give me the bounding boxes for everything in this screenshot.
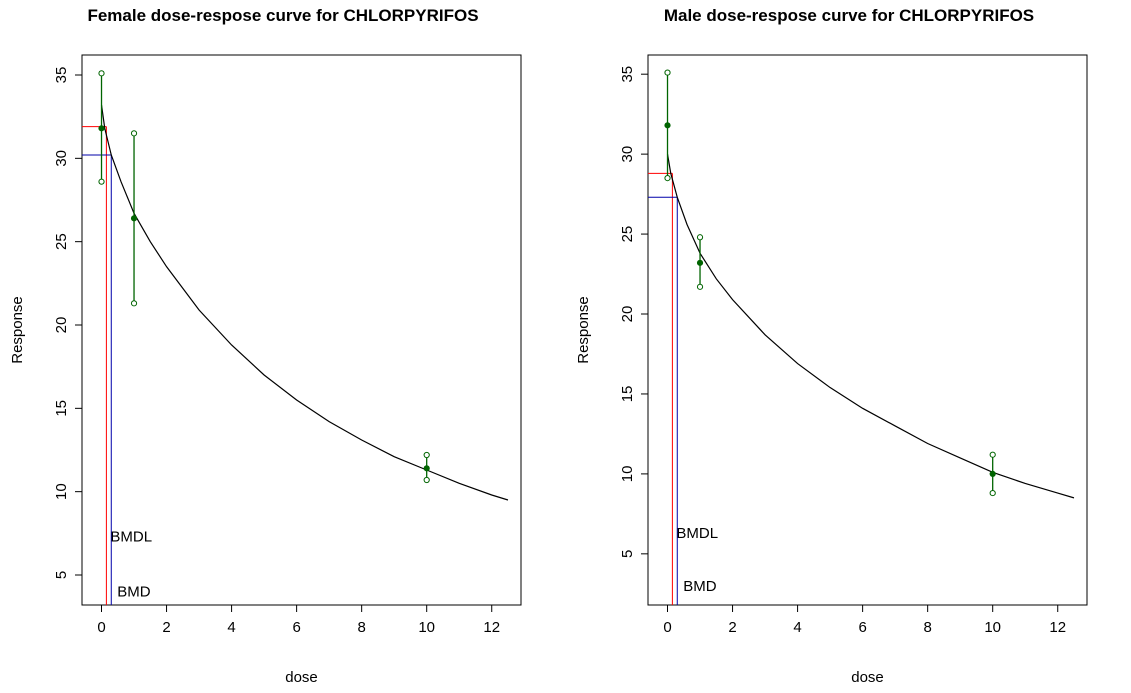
mean-point <box>696 259 704 266</box>
error-bar-upper-point <box>423 451 430 459</box>
male-chart-panel: Male dose-respose curve for CHLORPYRIFOS… <box>566 0 1131 693</box>
mean-point <box>664 122 671 129</box>
x-tick-label: 8 <box>923 619 931 636</box>
error-bar-lower-point <box>130 300 138 307</box>
y-tick-label: 25 <box>619 226 636 243</box>
fitted-curve <box>100 104 509 501</box>
y-tick-label: 10 <box>619 466 636 483</box>
y-axis-label: Response <box>575 296 592 364</box>
error-bar-upper-point <box>664 69 671 76</box>
bmdl-label: BMDL <box>676 525 718 542</box>
x-tick-label: 6 <box>858 619 866 636</box>
error-bar-lower-point <box>98 178 105 185</box>
bmd-label: BMD <box>117 584 150 601</box>
mean-point <box>423 465 430 472</box>
x-tick-label: 12 <box>1049 619 1066 636</box>
bmd-label: BMD <box>683 578 717 595</box>
error-bar-lower-point <box>423 476 430 484</box>
y-tick-label: 35 <box>619 66 636 83</box>
error-bar-upper-point <box>130 130 138 137</box>
error-bar-upper-point <box>98 70 105 77</box>
x-tick-label: 6 <box>292 619 300 636</box>
error-bar-lower-point <box>664 175 671 182</box>
plot-area <box>648 69 1075 605</box>
x-tick-label: 2 <box>728 619 736 636</box>
y-axis-label: Response <box>9 296 26 364</box>
mean-point <box>989 470 996 477</box>
error-bar-upper-point <box>696 234 704 241</box>
y-tick-label: 20 <box>53 317 70 334</box>
x-tick-label: 12 <box>483 619 500 636</box>
y-tick-label: 30 <box>53 150 70 167</box>
y-tick-label: 5 <box>53 571 70 579</box>
x-tick-label: 0 <box>97 619 105 636</box>
x-tick-label: 10 <box>984 619 1001 636</box>
x-tick-label: 2 <box>162 619 170 636</box>
female-chart-panel: Female dose-respose curve for CHLORPYRIF… <box>9 6 522 686</box>
y-tick-label: 15 <box>53 400 70 417</box>
x-axis-label: dose <box>285 669 318 686</box>
bmdl-label: BMDL <box>110 529 152 546</box>
female-chart-title: Female dose-respose curve for CHLORPYRIF… <box>87 6 479 25</box>
x-tick-label: 4 <box>227 619 235 636</box>
y-tick-label: 20 <box>619 306 636 323</box>
x-tick-label: 10 <box>418 619 435 636</box>
plot-frame <box>647 54 1088 606</box>
mean-point <box>130 215 138 222</box>
error-bar-upper-point <box>989 451 996 458</box>
y-tick-label: 10 <box>53 483 70 500</box>
error-bar-lower-point <box>696 283 704 290</box>
x-axis-label: dose <box>851 669 884 686</box>
plot-area <box>82 70 509 605</box>
mean-point <box>98 125 105 132</box>
y-tick-label: 30 <box>619 146 636 163</box>
fitted-curve <box>666 154 1075 499</box>
y-tick-label: 15 <box>619 386 636 403</box>
male-chart-title: Male dose-respose curve for CHLORPYRIFOS <box>663 6 1035 25</box>
x-tick-label: 0 <box>663 619 671 636</box>
plot-frame <box>81 54 522 606</box>
x-tick-label: 8 <box>357 619 365 636</box>
male-chart-plot: 0 2 4 6 8 10 12 5 10 15 20 25 30 35 dose Response BMDL BM… <box>575 54 1088 686</box>
y-tick-label: 5 <box>619 550 636 558</box>
error-bar-lower-point <box>989 489 996 497</box>
x-tick-label: 4 <box>793 619 801 636</box>
y-tick-label: 35 <box>53 67 70 84</box>
female-chart-plot: 0 2 4 6 8 10 12 5 10 15 20 25 30 35 dose Response BMDL BM… <box>9 54 522 686</box>
y-tick-label: 25 <box>53 233 70 250</box>
